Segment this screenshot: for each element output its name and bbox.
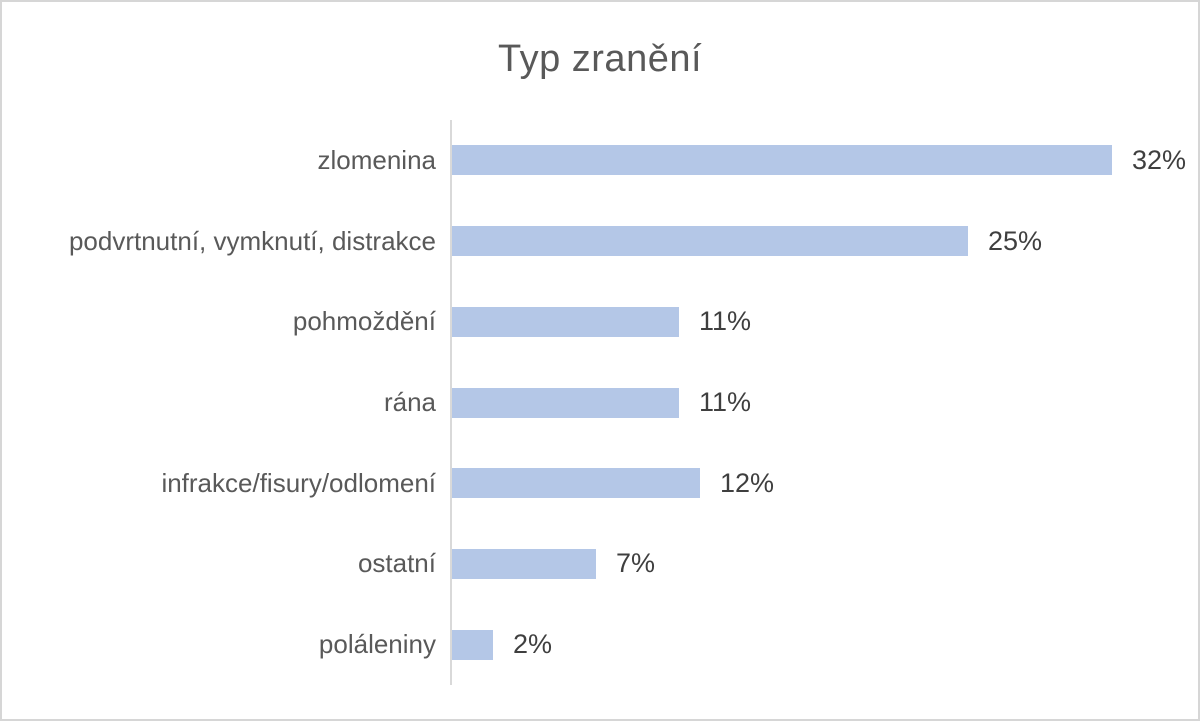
category-label: ostatní [357,548,436,579]
bar [452,548,596,579]
bar-row: poláleniny 2% [2,604,1198,685]
bar [452,145,1112,176]
bar [452,629,493,660]
bar-area: 11% [452,281,751,362]
bar-row: ostatní 7% [2,524,1198,605]
bar-row: rána 11% [2,362,1198,443]
bar [452,306,679,337]
bar-row: zlomenina 32% [2,120,1198,201]
value-label: 11% [699,387,752,418]
bar-area: 12% [452,443,774,524]
plot-area: zlomenina 32% podvrtnutní, vymknutí, distr… [2,120,1198,685]
category-label: pohmoždění [292,306,436,337]
value-label: 11% [699,306,752,337]
value-label: 32% [1132,144,1187,175]
bar [452,387,679,418]
category-label: poláleniny [318,629,436,660]
bar-row: infrakce/fisury/odlomení 12% [2,443,1198,524]
category-label: zlomenina [317,144,436,175]
value-label: 2% [513,629,553,660]
chart-title: Typ zranění [497,38,703,80]
bar-area: 25% [452,201,1042,282]
bar-rows: zlomenina 32% podvrtnutní, vymknutí, distr… [2,120,1198,685]
category-label: podvrtnutní, vymknutí, distrakce [68,225,436,256]
category-label: rána [383,387,436,418]
category-label: infrakce/fisury/odlomení [161,467,436,498]
y-axis-line [450,120,452,685]
value-label: 25% [988,225,1043,256]
bar-area: 7% [452,524,655,605]
value-label: 12% [720,467,775,498]
value-label: 7% [616,548,656,579]
bar-area: 2% [452,604,552,685]
bar-row: pohmoždění 11% [2,281,1198,362]
bar-row: podvrtnutní, vymknutí, distrakce 25% [2,201,1198,282]
bar [452,226,968,257]
bar-area: 11% [452,362,751,443]
bar-area: 32% [452,120,1186,201]
bar [452,468,700,499]
